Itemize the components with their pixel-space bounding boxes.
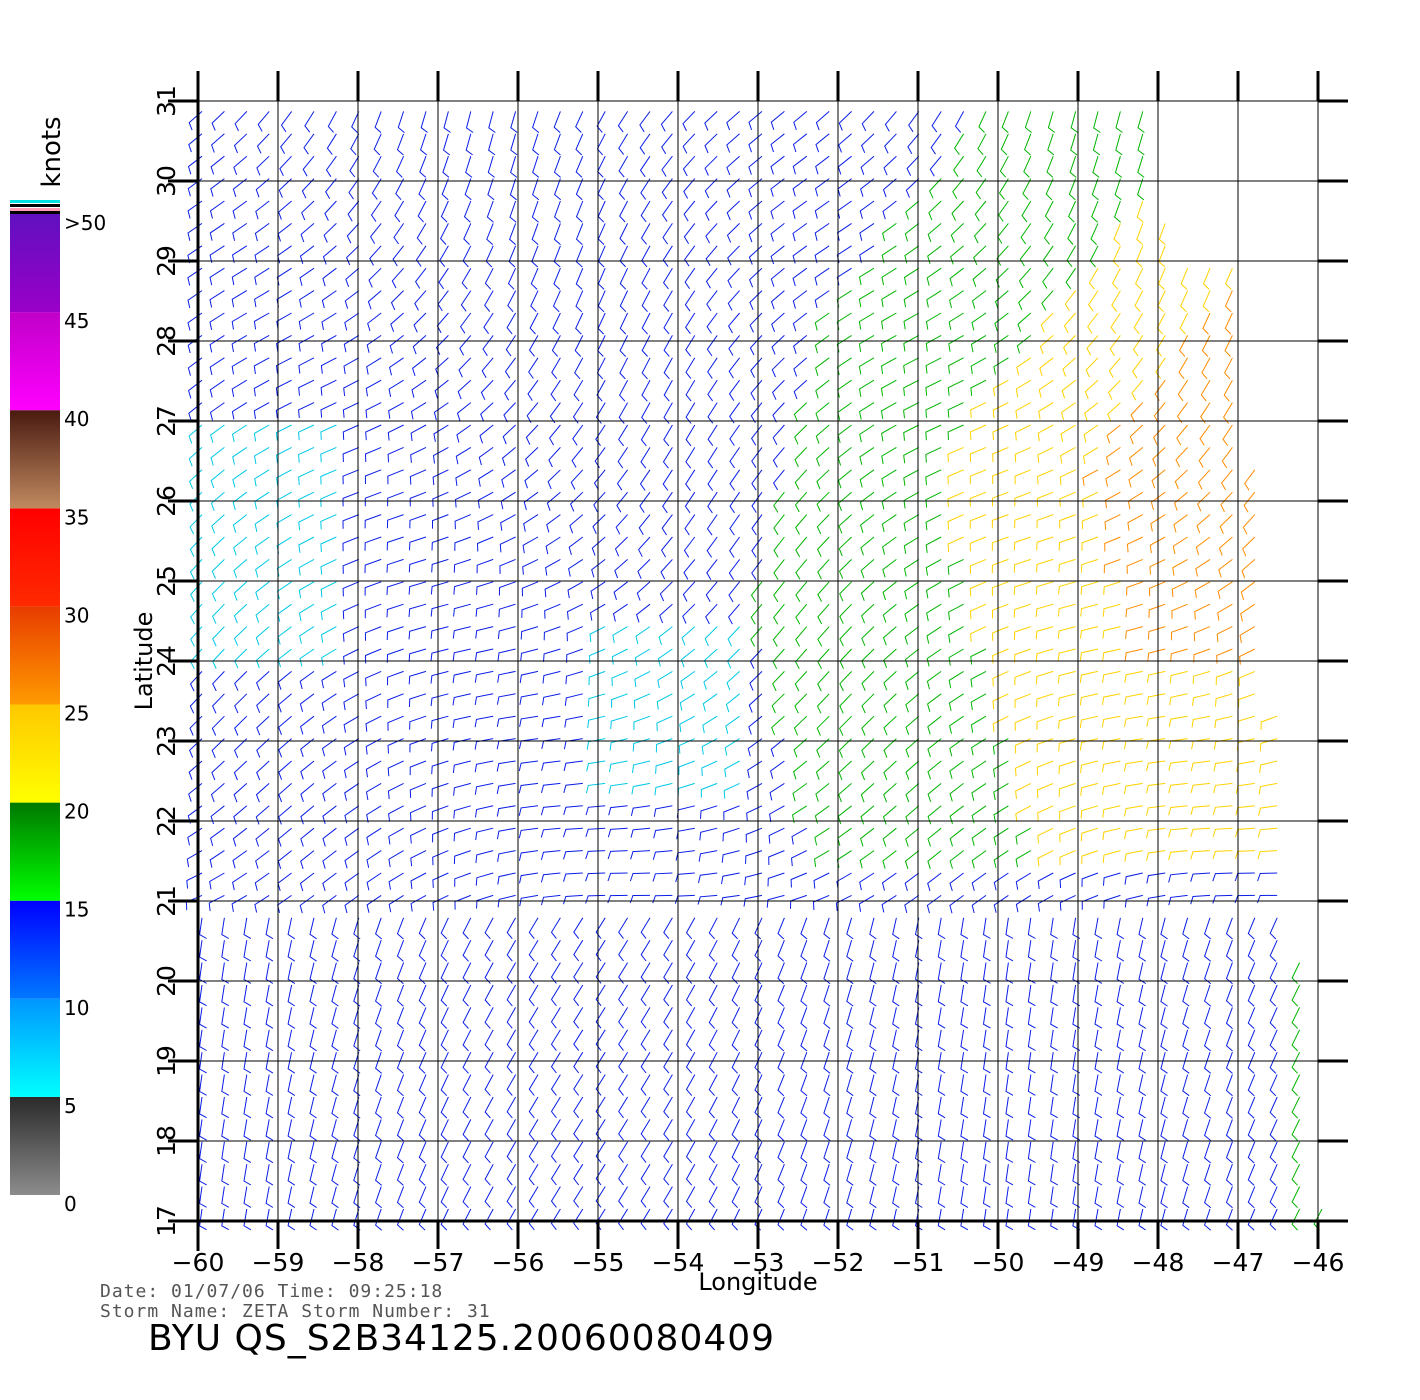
colorbar-top-stripe: [10, 211, 60, 214]
colorbar-segment: [10, 508, 60, 607]
wind-barb-group: [188, 424, 740, 799]
lat-tick-label: 23: [152, 725, 181, 757]
lat-tick-label: 17: [152, 1205, 181, 1237]
axis-tick-labels: −60 −59 −58 −57 −56 −55 −54 −53 −52 −51 −50 −49 −48−…: [152, 85, 1344, 1277]
colorbar-tick-label: 45: [64, 309, 89, 333]
colorbar-segment: [10, 998, 60, 1097]
colorbar-tick-label: 15: [64, 898, 89, 922]
wind-barb-group: [1082, 290, 1256, 665]
lat-tick-label: 19: [152, 1045, 181, 1077]
x-axis-label: Longitude: [698, 1268, 817, 1296]
colorbar-tick-label: 20: [64, 800, 89, 824]
colorbar-segment: [10, 606, 60, 705]
colorbar-tick-label: >50: [64, 211, 106, 235]
lat-tick-label: 28: [152, 325, 181, 357]
colorbar-tick-label: 30: [64, 603, 89, 627]
wind-barbs-layer: [185, 111, 1323, 1231]
y-axis-label: Latitude: [130, 612, 158, 711]
lat-tick-label: 31: [152, 85, 181, 117]
colorbar-segment: [10, 802, 60, 901]
lat-tick-label: 30: [152, 165, 181, 197]
colorbar-tick-label: 0: [64, 1192, 77, 1216]
lat-tick-label: 29: [152, 245, 181, 277]
lat-tick-label: 27: [152, 405, 181, 437]
colorbar-tick-label: 35: [64, 505, 89, 529]
colorbar-unit-label: knots: [37, 116, 67, 187]
axis-ticks: [168, 71, 1348, 1249]
lon-tick-label: −52: [812, 1248, 865, 1277]
lon-tick-label: −58: [332, 1248, 385, 1277]
colorbar-tick-label: 5: [64, 1094, 77, 1118]
lon-tick-label: −57: [412, 1248, 465, 1277]
colorbar-tick-label: 10: [64, 996, 89, 1020]
lat-tick-label: 26: [152, 485, 181, 517]
date-time-line: Date: 01/07/06 Time: 09:25:18: [100, 1281, 444, 1302]
colorbar-tick-label: 25: [64, 702, 89, 726]
lat-tick-label: 25: [152, 565, 181, 597]
lon-tick-label: −53: [732, 1248, 785, 1277]
colorbar-segment: [10, 1096, 60, 1195]
lon-tick-label: −59: [252, 1248, 305, 1277]
lat-tick-label: 22: [152, 805, 181, 837]
colorbar-top-stripe: [10, 204, 60, 207]
lat-lon-grid: [168, 71, 1348, 1251]
storm-info-line: Storm Name: ZETA Storm Number: 31: [100, 1301, 491, 1322]
lat-tick-label: 20: [152, 965, 181, 997]
colorbar-tick-label: 40: [64, 407, 89, 431]
wind-barb-group: [185, 111, 1278, 1231]
lon-tick-label: −54: [652, 1248, 705, 1277]
lon-tick-label: −48: [1132, 1248, 1185, 1277]
colorbar-segment: [10, 214, 60, 313]
lon-tick-label: −56: [492, 1248, 545, 1277]
lon-tick-label: −46: [1292, 1248, 1345, 1277]
wind-barb-group: [947, 200, 1278, 867]
lat-tick-label: 21: [152, 885, 181, 917]
lon-tick-label: −51: [892, 1248, 945, 1277]
lat-tick-label: 18: [152, 1125, 181, 1157]
lon-tick-label: −47: [1212, 1248, 1265, 1277]
colorbar-segment: [10, 704, 60, 803]
colorbar-segment: [10, 312, 60, 411]
colorbar-top-stripe: [10, 200, 60, 203]
lon-tick-label: −50: [972, 1248, 1025, 1277]
wind-barb-group: [750, 111, 1323, 1231]
colorbar-segment: [10, 410, 60, 509]
lon-tick-label: −55: [572, 1248, 625, 1277]
lon-tick-label: −60: [172, 1248, 225, 1277]
product-title: BYU QS_S2B34125.20060080409: [148, 1318, 776, 1359]
lon-tick-label: −49: [1052, 1248, 1105, 1277]
colorbar-top-stripe: [10, 208, 60, 211]
colorbar: >50 45 40 35 30 25 20 15 10 5 0: [10, 200, 106, 1216]
lat-tick-label: 24: [152, 645, 181, 677]
colorbar-segment: [10, 900, 60, 999]
